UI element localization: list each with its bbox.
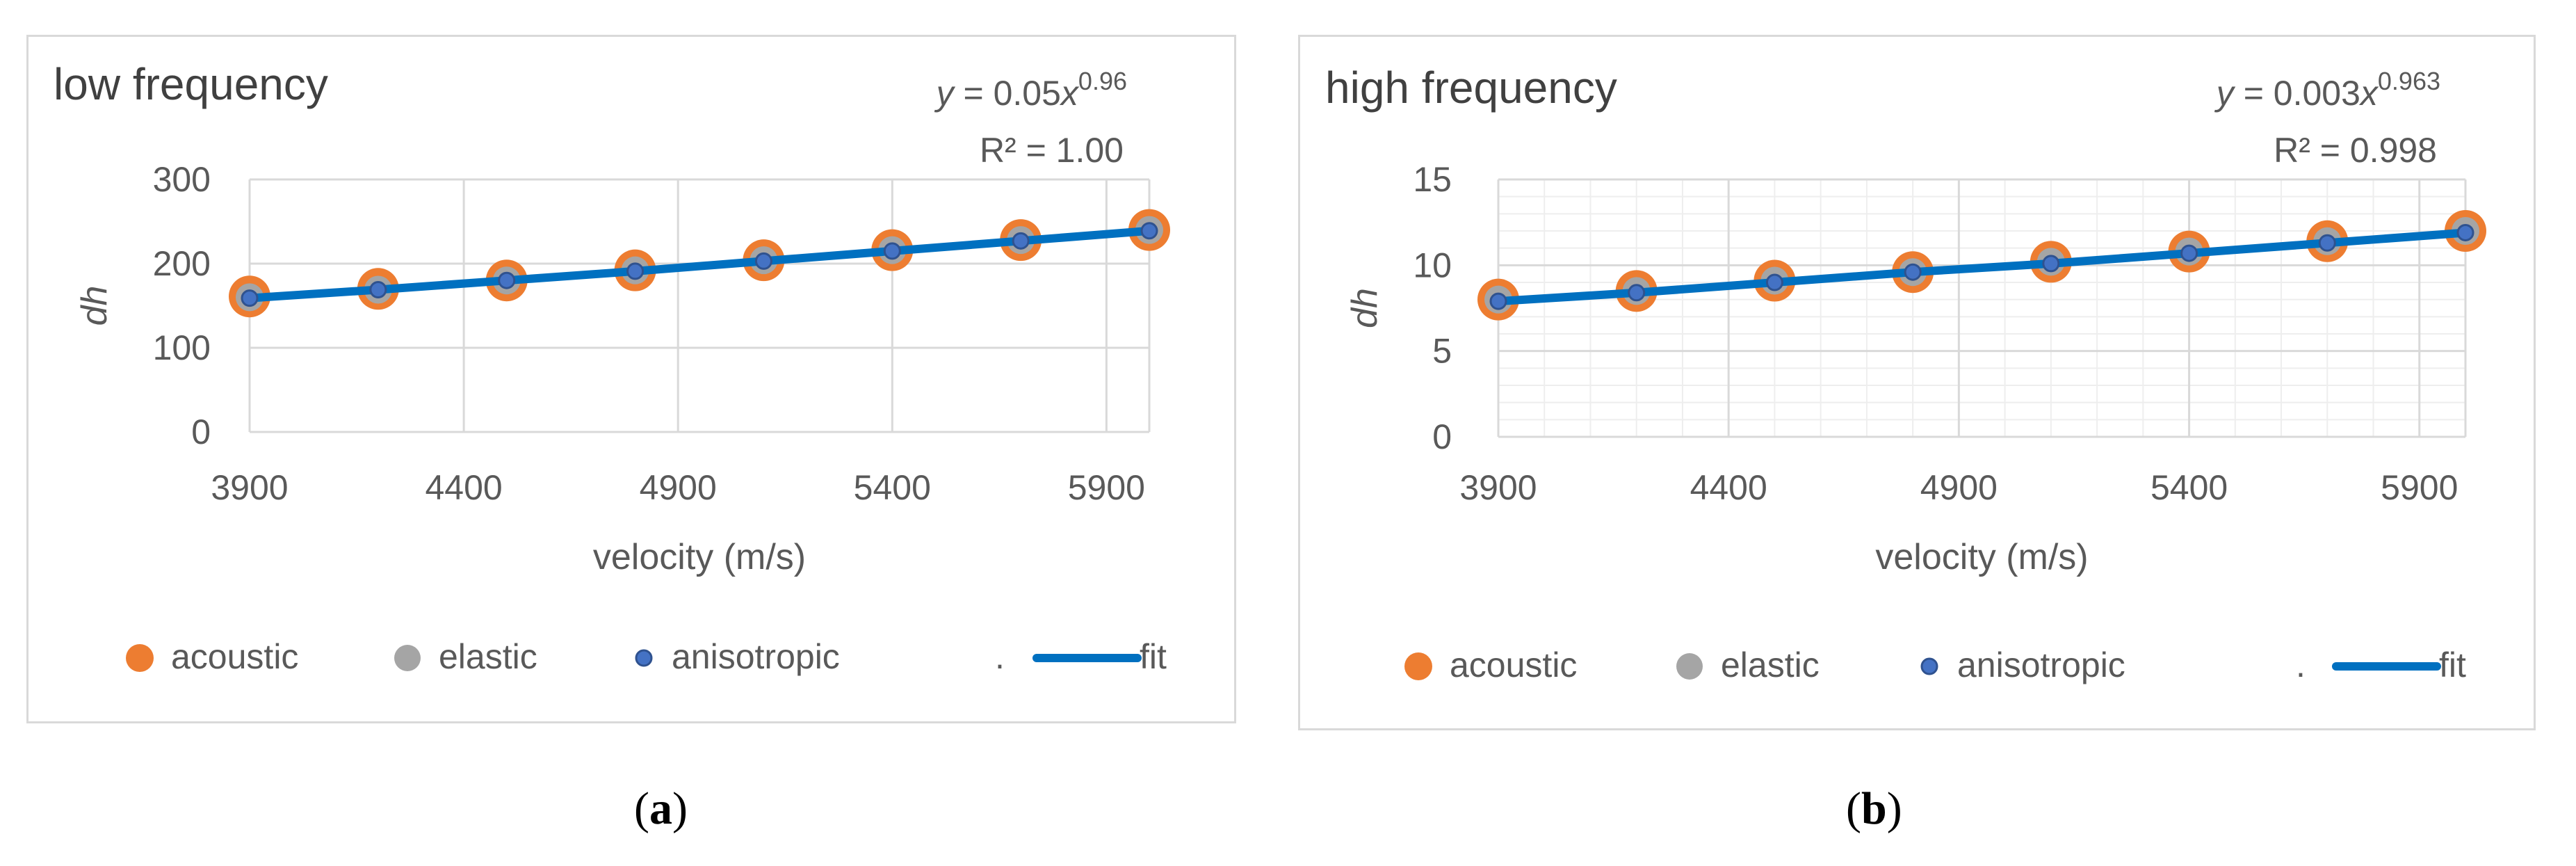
equation-x: x [2359, 74, 2379, 113]
panel-label-a: (a) [634, 783, 688, 834]
x-tick-label: 4400 [1690, 468, 1767, 507]
x-tick-label: 4900 [1920, 468, 1998, 507]
legend-label-anisotropic: anisotropic [1957, 646, 2125, 684]
chart-title: high frequency [1325, 63, 1617, 113]
legend-marker-elastic [394, 645, 421, 671]
anisotropic-point [1904, 263, 1922, 281]
anisotropic-point [754, 252, 772, 270]
x-axis-label: velocity (m/s) [1875, 537, 2088, 577]
legend-label-acoustic: acoustic [171, 637, 298, 676]
chart-panel-low-frequency: 0 100 200 300 3900 4400 4900 5400 5900 low freque… [26, 35, 1236, 723]
y-tick-label: 100 [153, 328, 211, 367]
x-tick-label: 5900 [2381, 468, 2458, 507]
chart-svg-high-frequency: 0 5 10 15 3900 4400 4900 5400 5900 high frequency… [1325, 63, 2486, 684]
legend-marker-acoustic [1404, 652, 1432, 680]
r-squared-label: R² = 0.998 [2274, 131, 2437, 170]
anisotropic-point [2456, 223, 2474, 241]
x-tick-label: 3900 [1459, 468, 1537, 507]
equation-x: x [1060, 74, 1080, 113]
equation-y: y [2214, 74, 2236, 113]
x-tick-label: 5900 [1068, 468, 1145, 507]
chart-title: low frequency [54, 59, 328, 109]
y-axis-label: dh [74, 286, 115, 326]
legend-marker-elastic [1676, 653, 1703, 680]
anisotropic-point [2318, 234, 2336, 252]
x-tick-label: 5400 [2150, 468, 2228, 507]
anisotropic-point [1140, 222, 1158, 240]
equation-eq: = 0.003 [2234, 74, 2360, 113]
y-tick-label: 15 [1413, 160, 1452, 199]
y-tick-label: 5 [1432, 332, 1452, 371]
anisotropic-point [883, 242, 901, 260]
equation-y: y [934, 74, 956, 113]
equation-exp: 0.96 [1078, 67, 1127, 95]
fit-line [1494, 228, 2470, 306]
equation-eq: = 0.05 [954, 74, 1061, 113]
x-tick-label: 4900 [640, 468, 717, 507]
y-tick-label: 200 [153, 244, 211, 283]
anisotropic-point [1628, 284, 1646, 302]
x-tick-label: 5400 [854, 468, 931, 507]
x-axis-label: velocity (m/s) [593, 537, 806, 577]
anisotropic-point [1765, 273, 1783, 291]
legend-label-fit: fit [1140, 637, 1167, 676]
legend-marker-anisotropic [635, 649, 653, 667]
trendline-equation: y = 0.003x0.963 [2214, 67, 2440, 113]
trendline-equation: y = 0.05x0.96 [934, 67, 1127, 113]
anisotropic-point [241, 289, 259, 307]
legend-separator: . [2296, 646, 2306, 684]
anisotropic-point [2042, 255, 2060, 273]
x-tick-label: 3900 [211, 468, 288, 507]
chart-panel-high-frequency: 0 5 10 15 3900 4400 4900 5400 5900 high frequency… [1298, 35, 2536, 730]
anisotropic-point [369, 281, 387, 299]
y-tick-label: 10 [1413, 246, 1452, 284]
equation-exp: 0.963 [2378, 67, 2440, 95]
y-tick-label: 300 [153, 160, 211, 199]
y-tick-label: 0 [191, 412, 211, 451]
legend-label-fit: fit [2439, 646, 2466, 684]
legend-label-elastic: elastic [1721, 646, 1820, 684]
x-tick-label: 4400 [425, 468, 502, 507]
panel-label-b: (b) [1846, 783, 1902, 834]
anisotropic-point [2180, 244, 2198, 262]
anisotropic-point [626, 262, 645, 280]
r-squared-label: R² = 1.00 [980, 131, 1124, 170]
legend-marker-anisotropic [1920, 657, 1938, 675]
legend-marker-acoustic [126, 644, 154, 672]
legend-separator: . [995, 637, 1005, 676]
anisotropic-point [498, 271, 516, 289]
y-axis-label: dh [1345, 288, 1385, 328]
anisotropic-point [1012, 232, 1030, 250]
fit-line [245, 226, 1153, 303]
legend-label-anisotropic: anisotropic [672, 637, 840, 676]
chart-svg-low-frequency: 0 100 200 300 3900 4400 4900 5400 5900 low freque… [54, 59, 1170, 676]
legend-label-acoustic: acoustic [1450, 646, 1577, 684]
y-tick-label: 0 [1432, 417, 1452, 456]
anisotropic-point [1489, 292, 1507, 310]
legend-label-elastic: elastic [439, 637, 537, 676]
